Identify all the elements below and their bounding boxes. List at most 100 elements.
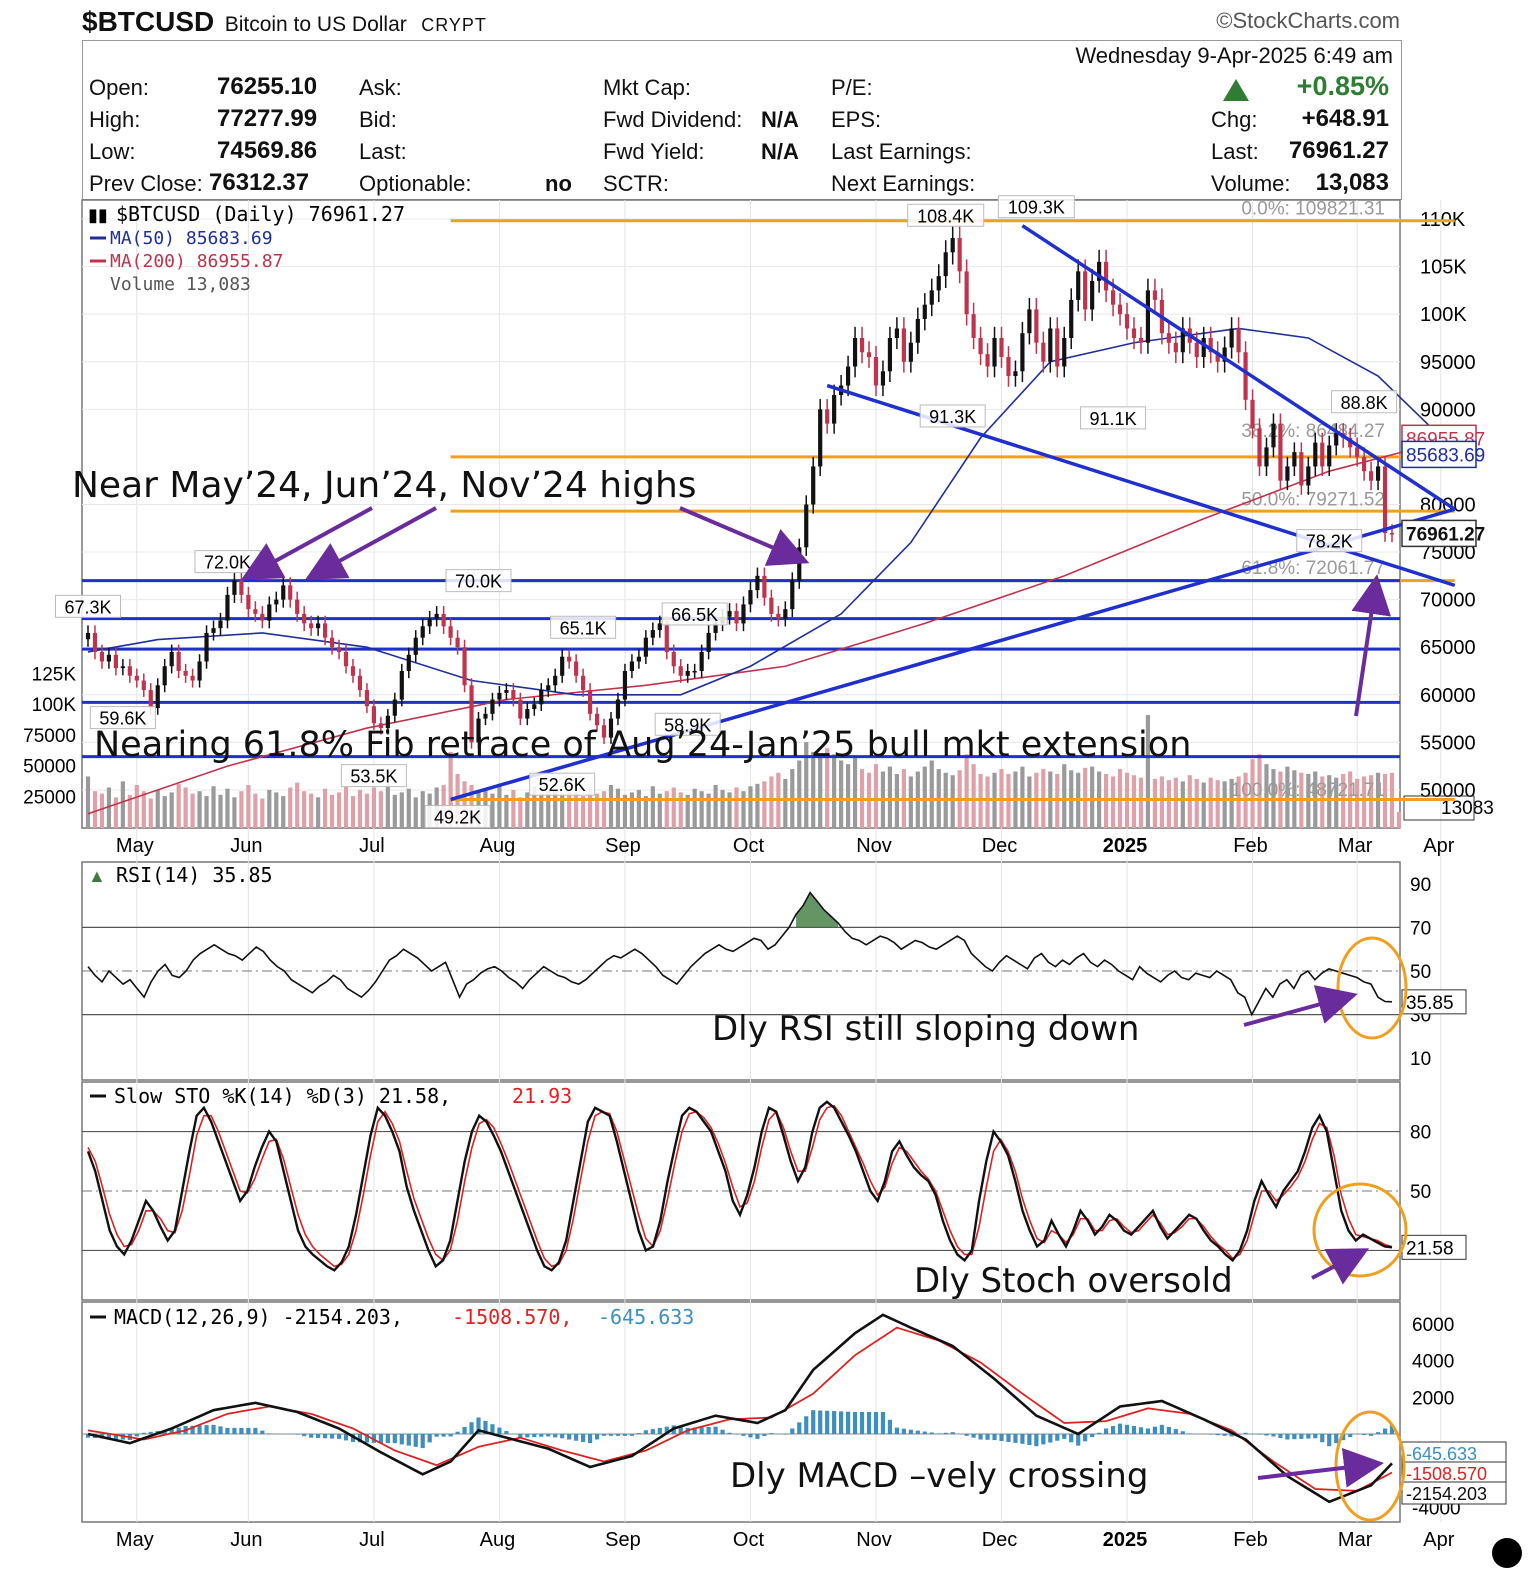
peak-label: 66.5K: [671, 605, 718, 625]
candle-body: [455, 637, 460, 648]
macd-histogram-bar: [1236, 1434, 1241, 1435]
rsi-y-tick: 10: [1410, 1049, 1431, 1070]
price-y-tick: 65000: [1420, 637, 1476, 659]
candle-body: [678, 666, 683, 676]
candle-body: [92, 632, 98, 652]
candle-body: [546, 685, 551, 691]
volume-bar: [762, 781, 767, 828]
macd-histogram-bar: [204, 1425, 209, 1434]
volume-bar: [922, 766, 927, 828]
macd-histogram-bar: [1180, 1431, 1185, 1434]
sto-highlight-circle: [1312, 1182, 1408, 1278]
peak-label-box: [1331, 390, 1398, 414]
volume-bar: [950, 775, 955, 828]
macd-histogram-bar: [985, 1434, 990, 1440]
candle-body: [832, 395, 837, 424]
candle-body: [671, 651, 676, 667]
macd-histogram-bar: [1110, 1426, 1116, 1434]
volume-bar: [1201, 782, 1206, 828]
candle-body: [197, 661, 202, 681]
macd-histogram-bar: [1027, 1434, 1032, 1445]
candle-body: [1375, 466, 1381, 481]
volume-bar: [1264, 764, 1269, 828]
macd-histogram-bar: [852, 1412, 858, 1434]
volume-bar: [797, 760, 802, 828]
ma50-badge-frame: [1401, 440, 1477, 469]
volume-bar: [1229, 778, 1234, 828]
macd-histogram-bar: [992, 1434, 997, 1441]
macd-histogram-bar: [1313, 1434, 1318, 1439]
candle-body: [811, 466, 816, 505]
candle-body: [859, 337, 865, 353]
macd-histogram-bar: [908, 1429, 913, 1434]
candle-body: [120, 666, 125, 669]
macd-histogram-bar: [553, 1434, 558, 1438]
candle-body: [615, 699, 621, 719]
volume-bar: [225, 788, 230, 828]
macd-histogram-bar: [1382, 1428, 1388, 1434]
macd-histogram-bar: [894, 1427, 899, 1434]
corner-dot: [1492, 1538, 1522, 1568]
macd-histogram-bar: [1215, 1434, 1220, 1436]
macd-histogram-bar: [546, 1434, 551, 1437]
fib-label: 61.8%: 72061.77: [1241, 558, 1385, 579]
macd-histogram-bar: [378, 1434, 383, 1444]
macd-histogram-bar: [1090, 1434, 1095, 1438]
macd-histogram-bar: [1306, 1434, 1311, 1439]
macd-histogram-bar: [427, 1434, 432, 1443]
up-triangle-icon: [1223, 79, 1249, 101]
candle-body: [560, 656, 565, 676]
macd-histogram-bar: [1257, 1434, 1262, 1435]
optionable-label: Optionable:: [359, 171, 472, 196]
volume-bar: [322, 788, 328, 828]
candle-body: [818, 409, 823, 467]
volume-bar: [1250, 759, 1255, 828]
candle-body: [790, 580, 795, 610]
volume-bar: [1222, 781, 1227, 828]
macd-histogram-bar: [678, 1426, 683, 1434]
fib-label: 50.0%: 79271.52: [1241, 489, 1385, 510]
volume-bar: [364, 793, 370, 828]
candle-body: [957, 238, 962, 272]
candle-body: [685, 671, 690, 676]
candle-body: [553, 675, 558, 686]
volume-bar: [964, 754, 969, 828]
macd-histogram-bar: [950, 1432, 955, 1434]
volume-bar: [894, 773, 899, 828]
macd-histogram-bar: [1131, 1426, 1137, 1434]
macd-histogram-bar: [1341, 1434, 1346, 1441]
source-credit: ©StockCharts.com: [1216, 8, 1400, 33]
volume-bar: [385, 783, 390, 828]
volume-y-tick: 125K: [32, 665, 77, 686]
x-tick-label-bottom: 2025: [1103, 1529, 1148, 1551]
macd-histogram-bar: [448, 1434, 453, 1437]
volume-bar: [1062, 764, 1067, 828]
macd-histogram-bar: [1229, 1434, 1234, 1437]
macd-histogram-bar: [1006, 1434, 1011, 1442]
macd-histogram-bar: [476, 1417, 481, 1434]
volume-bar: [295, 782, 300, 828]
macd-histogram-bar: [1299, 1434, 1304, 1439]
volume-bar: [1090, 766, 1095, 828]
volume-bar: [734, 787, 739, 828]
fib-label: 100.0%: 48721.71: [1231, 780, 1385, 801]
volume-bar: [1341, 773, 1346, 828]
candle-body: [1041, 342, 1046, 362]
macd-histogram-bar: [832, 1411, 837, 1434]
candle-body: [295, 599, 300, 614]
volume-bar: [1145, 715, 1151, 828]
candle-body: [316, 623, 321, 629]
peak-label-box: [550, 615, 617, 639]
macd-histogram-bar: [1097, 1432, 1102, 1434]
candle-body: [1027, 309, 1032, 334]
macd-histogram-bar: [1208, 1434, 1213, 1435]
macd-histogram-bar: [413, 1434, 418, 1447]
candle-body: [392, 699, 397, 716]
volume-bar: [699, 791, 704, 828]
macd-histogram-bar: [825, 1410, 830, 1434]
arrow-macd: [1257, 1447, 1384, 1488]
volume-bar: [197, 791, 202, 828]
volume-bar: [615, 788, 621, 828]
candle-body: [1201, 337, 1206, 357]
candle-body: [141, 680, 146, 691]
